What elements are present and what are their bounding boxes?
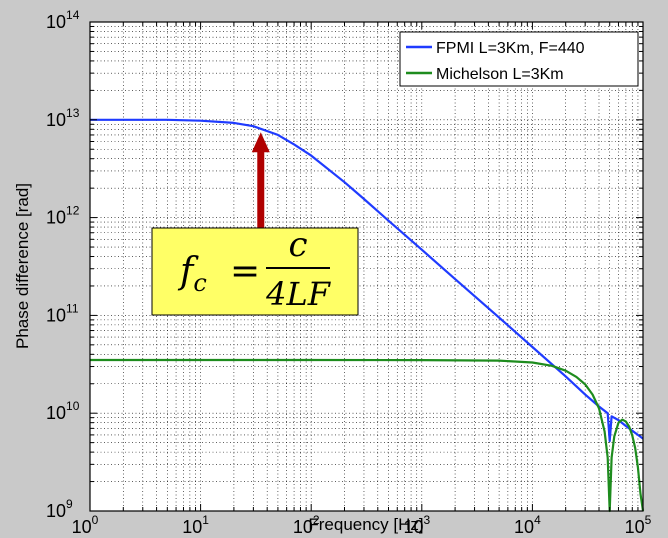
series-line-fpmi bbox=[90, 118, 644, 443]
formula-denominator: 4LF bbox=[265, 275, 332, 313]
formula-subscript: c bbox=[193, 269, 206, 297]
x-tick-labels: 100 101 102 103 104 105 bbox=[72, 513, 652, 537]
x-tick-label: 104 bbox=[514, 513, 541, 537]
legend-label-fpmi: FPMI L=3Km, F=440 bbox=[436, 40, 585, 57]
y-tick-label: 1014 bbox=[46, 8, 80, 32]
legend-box bbox=[399, 31, 639, 87]
x-tick-label: 101 bbox=[182, 513, 209, 537]
cutoff-arrow-head bbox=[251, 132, 270, 153]
legend-label-michelson: Michelson L=3Km bbox=[436, 66, 564, 83]
x-tick-label: 102 bbox=[293, 513, 320, 537]
tick-marks bbox=[90, 22, 643, 511]
y-tick-label: 1013 bbox=[46, 106, 80, 130]
x-tick-label: 103 bbox=[403, 513, 430, 537]
y-axis-label: Phase difference [rad] bbox=[13, 183, 32, 349]
y-tick-label: 1011 bbox=[46, 301, 79, 325]
legend: FPMI L=3Km, F=440 Michelson L=3Km bbox=[399, 31, 639, 87]
y-tick-label: 109 bbox=[46, 497, 73, 521]
y-tick-label: 1010 bbox=[46, 399, 80, 423]
x-tick-label: 105 bbox=[625, 513, 652, 537]
x-axis-label: Frequency [Hz] bbox=[308, 515, 423, 534]
series-line-michelson bbox=[90, 358, 645, 513]
y-tick-labels: 109 1010 1011 1012 1013 1014 bbox=[46, 8, 80, 521]
y-tick-label: 1012 bbox=[46, 204, 80, 228]
grid-lines bbox=[90, 22, 643, 511]
formula-box bbox=[151, 227, 359, 316]
x-tick-label: 100 bbox=[72, 513, 99, 537]
formula-numerator: c bbox=[288, 225, 307, 265]
series-layer bbox=[90, 118, 645, 513]
plot-frame bbox=[89, 21, 644, 512]
cutoff-annotation: fc = c 4LF bbox=[151, 132, 359, 316]
formula-equals: = bbox=[230, 251, 260, 292]
